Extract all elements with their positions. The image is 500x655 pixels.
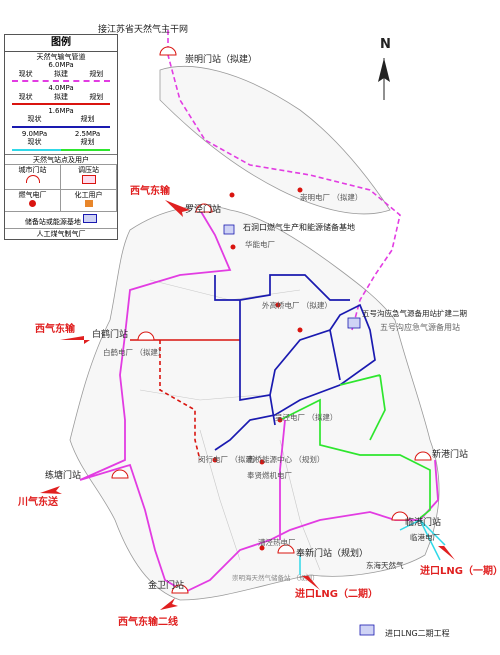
legend-existing-2: 现状 — [18, 92, 33, 101]
legend-gas-power-label: 燃气电厂 — [18, 190, 47, 199]
city-gate-lianshi — [111, 469, 129, 479]
source-lng-1: 进口LNG（一期） — [420, 564, 500, 577]
legend-chem-user: 化工用户 — [61, 189, 117, 213]
label-minhang: 闵行电厂 （拟建） — [198, 454, 260, 464]
legend-p40-label: 4.0MPa — [48, 84, 74, 93]
legend-planned-2: 规划 — [89, 92, 104, 101]
label-huaneng: 华能电厂 — [245, 239, 275, 249]
pipeline-6mpa-west-loop — [79, 209, 439, 594]
power-plant-markers — [212, 187, 303, 551]
legend-station-section: 天然气站点及用户 城市门站 调压站 燃气电厂 化工用户 储备站或能源基地 人工煤… — [5, 155, 117, 240]
city-gate-icon — [25, 175, 40, 184]
legend-p25-swatch — [12, 148, 110, 151]
source-west-east-line2: 西气东输二线 — [118, 615, 178, 628]
label-chongming-power: 崇明电厂 （拟建） — [300, 192, 362, 202]
legend-p60-label: 6.0MPa — [48, 61, 74, 70]
legend-existing-3: 现状 — [27, 115, 42, 124]
pipeline-25mpa-green — [279, 374, 431, 519]
pipeline-16mpa-network — [214, 274, 376, 451]
legend-pipeline-section: 天然气输气管道 6.0MPa 现状 拟建 规划 4.0MPa 现状 拟建 规划 … — [5, 52, 117, 155]
legend-proposed-1: 拟建 — [53, 69, 68, 78]
source-arrows — [40, 200, 455, 610]
label-wuhaogou: 五号沟应急气源备用站 — [380, 322, 460, 332]
legend-title: 图例 — [5, 35, 117, 52]
label-fengxian: 奉贤燃机电厂 — [247, 470, 292, 480]
compass-label: N — [380, 37, 391, 52]
legend-regulator-label: 调压站 — [78, 165, 99, 174]
label-baihe-power: 白鹤电厂 （拟建） — [103, 347, 165, 357]
legend-proposed-2: 拟建 — [53, 92, 68, 101]
source-west-east-2: 西气东输 — [35, 322, 76, 335]
label-shidongkou: 石洞口燃气生产和能源储备基地 — [243, 222, 355, 232]
storage-icon — [83, 214, 98, 224]
label-chongming: 崇明门站（拟建） — [185, 53, 257, 65]
station-symbols — [111, 46, 432, 636]
label-lingang: 临港门站 — [405, 516, 441, 528]
label-luojing: 罗泾门站 — [185, 203, 221, 215]
legend-storage: 储备站或能源基地 — [5, 212, 117, 229]
label-wujing: 吴泾电厂 （拟建） — [275, 412, 337, 422]
legend-coal-gas: 人工煤气制气厂 — [5, 229, 117, 239]
legend-p60-swatch — [12, 80, 110, 83]
legend-chem-user-label: 化工用户 — [74, 190, 103, 199]
pipeline-6mpa-south — [279, 419, 286, 540]
city-gate-xingang — [414, 451, 432, 461]
city-gate-luojing — [195, 203, 213, 213]
legend-p16-swatch — [12, 125, 110, 128]
label-lingang-power: 临港电厂 — [410, 532, 440, 542]
chem-user-icon — [84, 200, 93, 208]
power-plant-icon — [29, 200, 36, 208]
city-gate-fengxin — [277, 544, 295, 554]
legend-regulator: 调压站 — [61, 164, 117, 190]
label-nanqiao: 南桥能源中心 （规划） — [247, 454, 324, 464]
storage-wuhaogou — [347, 317, 361, 329]
source-west-east-1: 西气东输 — [130, 184, 171, 197]
label-jinwei: 金卫门站 — [148, 579, 184, 591]
legend-stations-header: 天然气站点及用户 — [33, 155, 89, 164]
label-east-sea-gas: 东海天然气 — [366, 560, 404, 570]
legend-city-gate: 城市门站 — [5, 164, 61, 190]
legend-coal-gas-label: 人工煤气制气厂 — [36, 229, 86, 238]
label-lng2-project: 进口LNG二期工程 — [385, 629, 450, 638]
city-gate-jinwei — [171, 584, 189, 594]
legend-planned-1: 规划 — [89, 69, 104, 78]
regulator-icon — [81, 175, 96, 185]
pipeline-6mpa-chongming — [167, 30, 401, 331]
label-xingang: 新港门站 — [432, 448, 468, 460]
city-gate-baihe — [137, 331, 155, 341]
legend-existing-1: 现状 — [18, 69, 33, 78]
legend-planned-4: 规划 — [80, 138, 95, 147]
source-sichuan: 川气东送 — [17, 495, 59, 508]
legend-gas-power: 燃气电厂 — [5, 189, 61, 213]
legend-existing-4: 现状 — [27, 138, 42, 147]
legend-planned-3: 规划 — [80, 115, 95, 124]
legend-p40-swatch — [12, 102, 110, 105]
pipeline-4mpa-baihe-dashed — [159, 340, 201, 461]
land-outline — [69, 65, 440, 601]
label-baihe: 白鹤门站 — [92, 328, 128, 340]
top-connection-label: 接江苏省天然气主干网 — [98, 23, 188, 35]
label-fengxin: 奉新门站（规划） — [296, 547, 368, 559]
legend-storage-label: 储备站或能源基地 — [24, 218, 81, 227]
map-legend: 图例 天然气输气管道 6.0MPa 现状 拟建 规划 4.0MPa 现状 拟建 … — [4, 34, 118, 241]
legend-p25-label: 2.5MPa — [74, 129, 101, 138]
city-gate-chongming — [159, 46, 177, 56]
source-lng-2: 进口LNG（二期） — [295, 587, 378, 600]
north-arrow: N — [378, 37, 391, 100]
legend-p90-label: 9.0MPa — [21, 129, 48, 138]
label-caojing: 漕泾热电厂 — [258, 537, 296, 547]
legend-p16-label: 1.6MPa — [48, 106, 74, 115]
storage-lng2 — [359, 624, 375, 636]
label-waigaoqiao: 外高桥电厂 （拟建） — [262, 300, 332, 310]
city-gate-lingang — [391, 511, 409, 521]
pipeline-lng-cyan — [299, 519, 446, 575]
legend-city-gate-label: 城市门站 — [18, 165, 47, 174]
label-lianshi: 练塘门站 — [45, 469, 81, 481]
storage-shidongkou — [223, 224, 235, 235]
label-chongming-sea: 崇明海天然气储备站 （规划） — [232, 573, 319, 582]
legend-pipeline-header: 天然气输气管道 — [36, 53, 86, 61]
label-wuhaogou-ext: 五号沟应急气源备用站扩建二期 — [362, 308, 467, 318]
